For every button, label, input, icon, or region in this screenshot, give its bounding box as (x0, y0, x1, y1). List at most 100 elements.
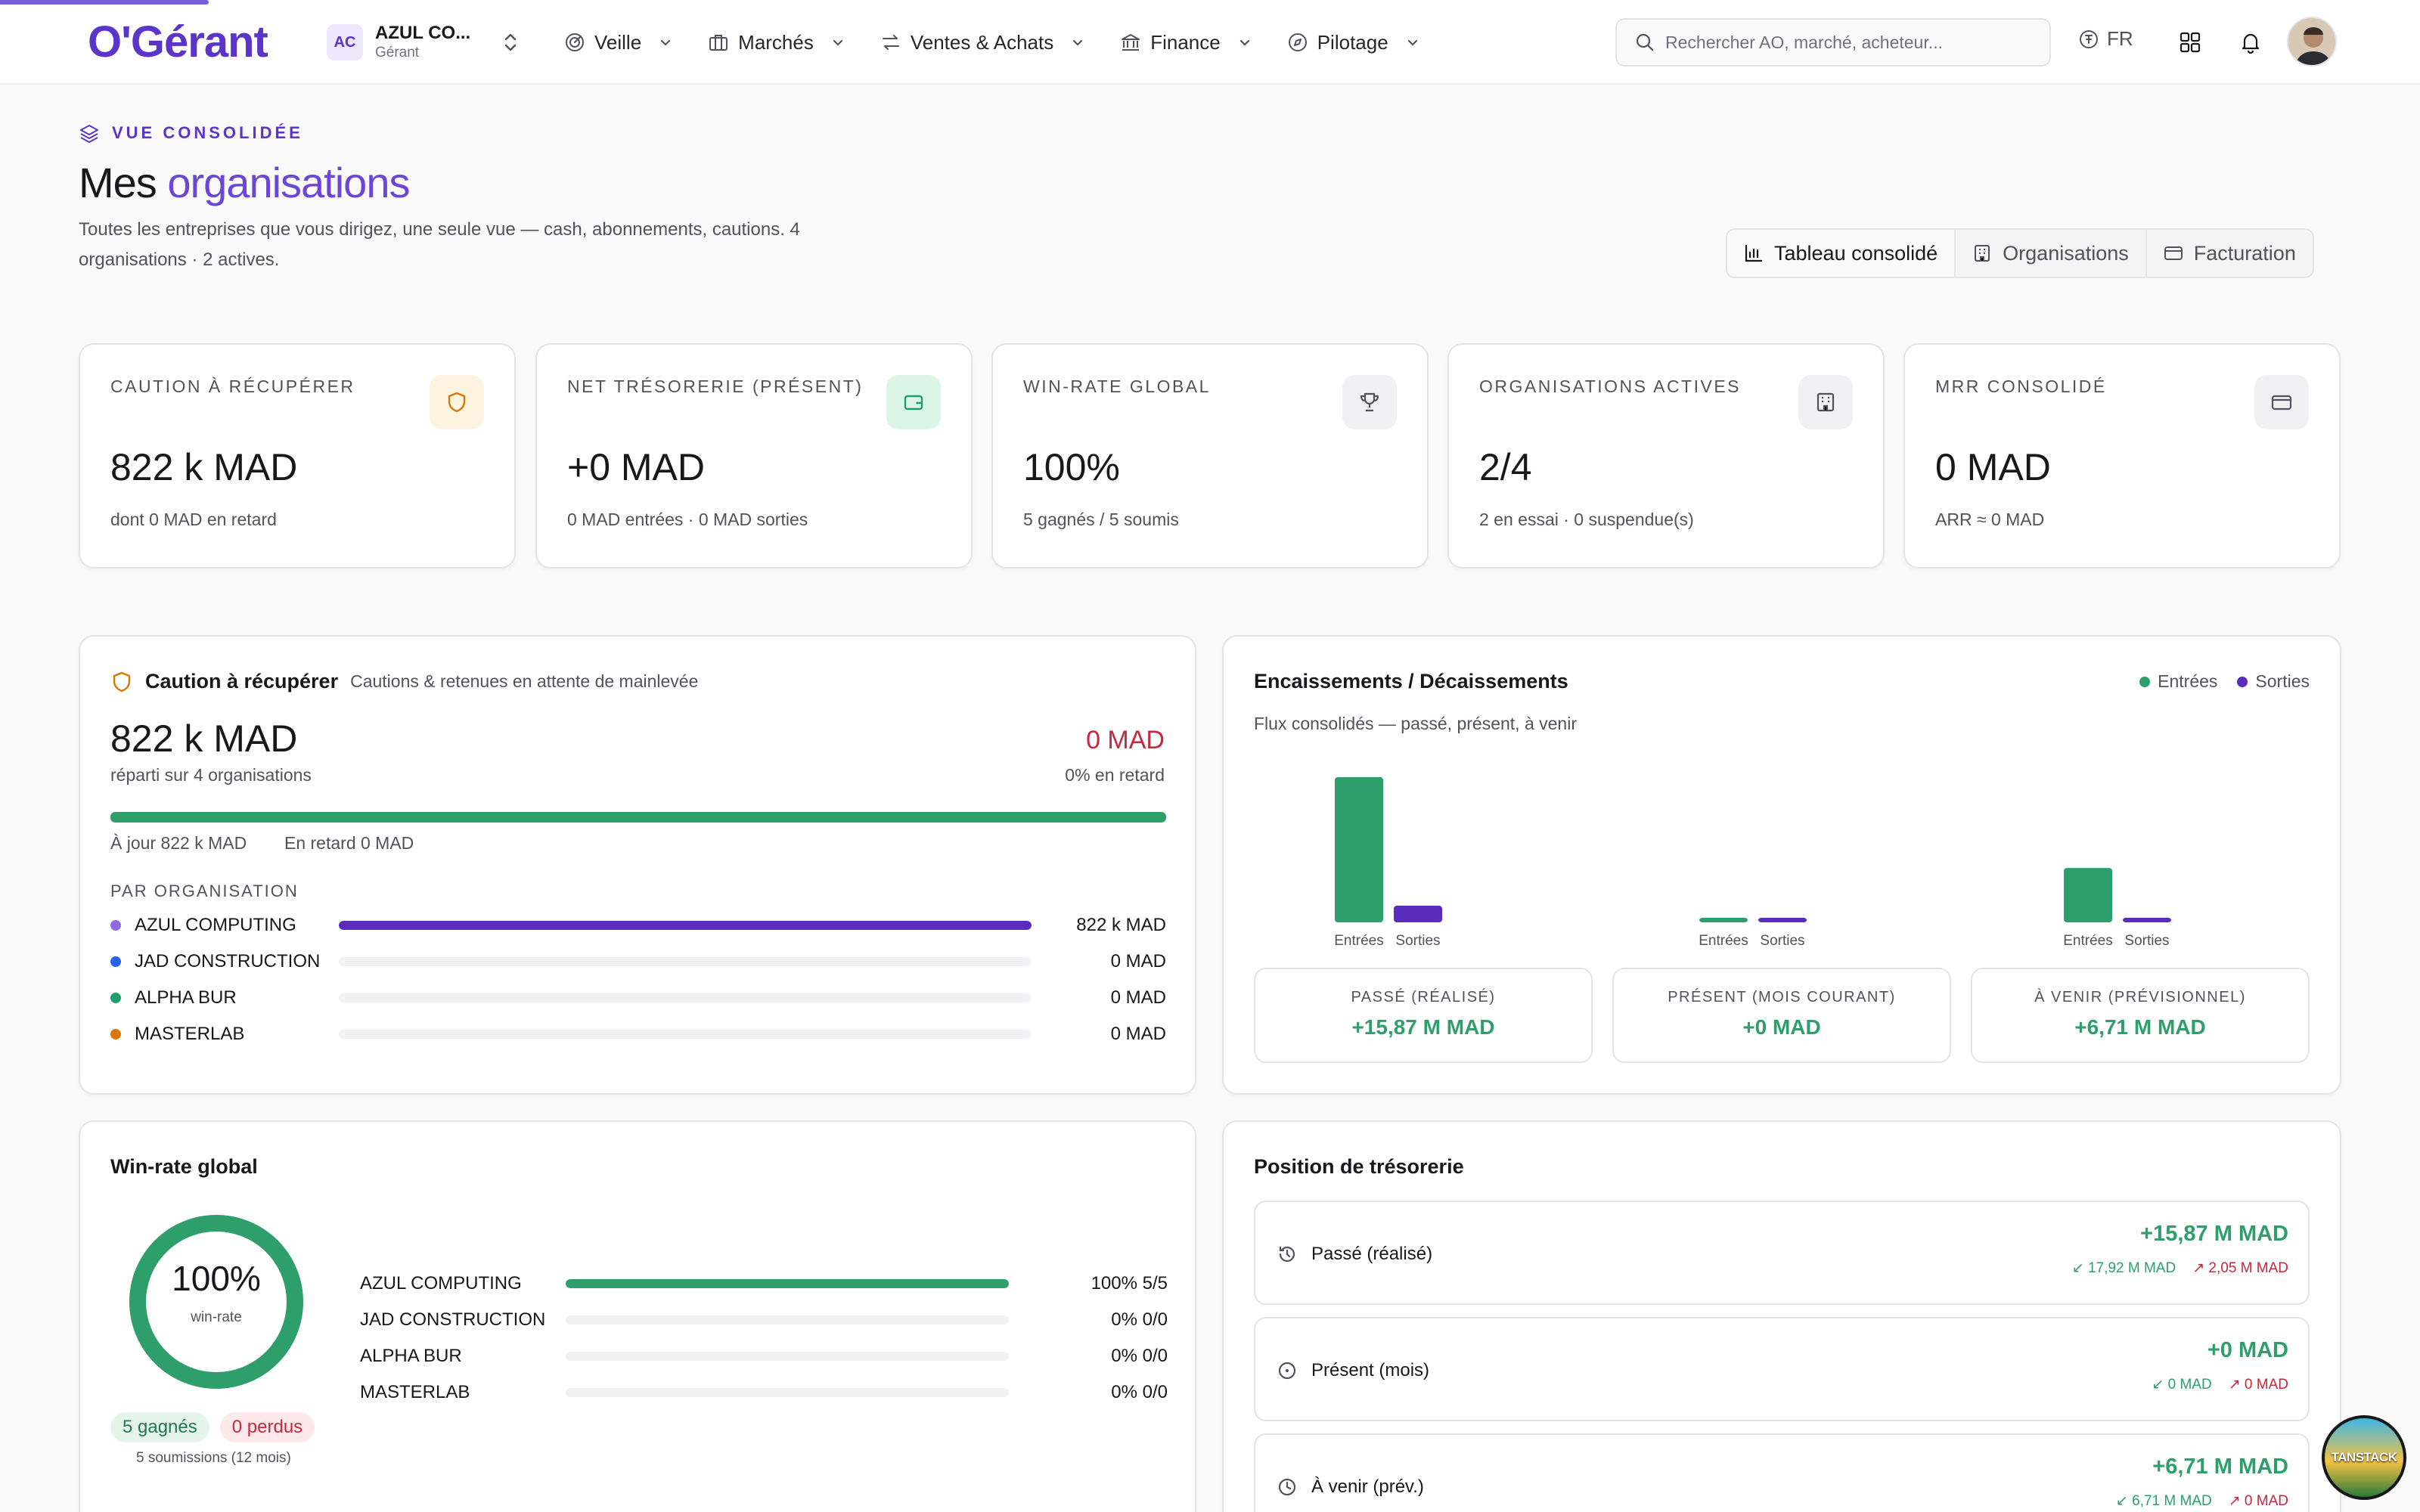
briefcase-icon (709, 35, 728, 51)
credit-card-icon (2164, 246, 2183, 260)
nav-ventes-achats[interactable]: Ventes & Achats (880, 31, 1085, 54)
table-row: MASTERLAB 0% 0/0 (360, 1382, 1168, 1403)
treasury-in: ↙ 6,71 M MAD (2116, 1492, 2212, 1510)
arrow-down-left-icon: ↙ (2071, 1260, 2089, 1276)
treasury-row-present[interactable]: Présent (mois) +0 MAD ↙ 0 MAD ↗ 0 MAD (1254, 1317, 2310, 1421)
treasury-out-value: 0 MAD (2244, 1377, 2288, 1393)
caution-panel: Caution à récupérer Cautions & retenues … (79, 635, 1196, 1095)
kpi-sub: 0 MAD entrées · 0 MAD sorties (567, 510, 808, 529)
org-avatar: AC (327, 24, 363, 60)
bar-entrees-3[interactable] (2064, 868, 2112, 922)
kpi-card-net-tresorerie[interactable]: NET TRÉSORERIE (PRÉSENT) +0 MAD 0 MAD en… (535, 343, 973, 569)
kpi-card-mrr[interactable]: MRR CONSOLIDÉ 0 MAD ARR ≈ 0 MAD (1903, 343, 2341, 569)
grid-icon (2180, 32, 2201, 53)
treasury-row-breakdown: ↙ 0 MAD ↗ 0 MAD (2152, 1376, 2288, 1393)
lost-pill: 0 perdus (219, 1412, 315, 1442)
app-logo[interactable]: O'Gérant (88, 17, 268, 67)
org-role: Gérant (375, 45, 420, 60)
treasury-in-value: 0 MAD (2167, 1377, 2212, 1393)
treasury-out: ↗ 2,05 M MAD (2192, 1259, 2288, 1277)
flow-box-value: +6,71 M MAD (2074, 1015, 2206, 1039)
building-icon (1975, 245, 1990, 262)
tab-facturation[interactable]: Facturation (2145, 230, 2313, 277)
org-value: 0% 0/0 (1111, 1382, 1168, 1402)
bar-entrees-1[interactable] (1335, 777, 1383, 922)
kpi-card-caution[interactable]: CAUTION À RÉCUPÉRER 822 k MAD dont 0 MAD… (79, 343, 516, 569)
x-tick-label: Sorties (2124, 933, 2169, 949)
org-bar (566, 1315, 1009, 1325)
tanstack-devtools-badge[interactable]: TANSTACK (2322, 1415, 2406, 1500)
kpi-card-organisations-actives[interactable]: ORGANISATIONS ACTIVES 2/4 2 en essai · 0… (1447, 343, 1885, 569)
kpi-label: WIN-RATE GLOBAL (1023, 376, 1211, 396)
org-switcher[interactable]: AC AZUL CO... Gérant (327, 21, 520, 64)
org-name: MASTERLAB (360, 1382, 470, 1402)
kpi-value: 100% (1023, 446, 1120, 488)
list-item: AZUL COMPUTING 822 k MAD (110, 915, 1166, 936)
flows-chart: Entrées Sorties Entrées Sorties Entrées Sorti… (1334, 777, 2171, 949)
treasury-row-passe[interactable]: Passé (réalisé) +15,87 M MAD ↙ 17,92 M M… (1254, 1201, 2310, 1305)
x-tick-label: Entrées (2063, 933, 2112, 949)
winrate-donut (129, 1215, 303, 1389)
kpi-icon-box (1798, 375, 1853, 429)
arrow-up-right-icon: ↗ (2228, 1493, 2245, 1509)
treasury-out: ↗ 0 MAD (2229, 1376, 2288, 1393)
treasury-row-a-venir[interactable]: À venir (prév.) +6,71 M MAD ↙ 6,71 M MAD… (1254, 1433, 2310, 1512)
arrow-up-right-icon: ↗ (2192, 1260, 2209, 1276)
bar-entrees-2[interactable] (1699, 918, 1748, 922)
bar-sorties-2[interactable] (1758, 918, 1807, 922)
treasury-row-label: À venir (prév.) (1277, 1435, 1424, 1512)
org-bar-fill (566, 1279, 1009, 1288)
list-item: ALPHA BUR 0 MAD (110, 987, 1166, 1009)
donut-arc (129, 1215, 303, 1389)
flow-box-present: PRÉSENT (MOIS COURANT) +0 MAD (1612, 968, 1951, 1063)
winrate-pills: 5 gagnés 0 perdus (110, 1412, 315, 1442)
nav-ventes-achats-label: Ventes & Achats (910, 30, 1054, 54)
search-box (1615, 18, 2051, 67)
kpi-card-win-rate[interactable]: WIN-RATE GLOBAL 100% 5 gagnés / 5 soumis (991, 343, 1429, 569)
nav-marches[interactable]: Marchés (708, 31, 845, 54)
page-eyebrow-label: VUE CONSOLIDÉE (112, 123, 303, 142)
legend-sorties: Sorties (2237, 671, 2310, 692)
tab-tableau-consolide[interactable]: Tableau consolidé (1727, 230, 1955, 277)
chevron-down-icon (661, 39, 671, 46)
view-tabs: Tableau consolidé Organisations Facturat… (1726, 228, 2314, 278)
flow-box-label: À VENIR (PRÉVISIONNEL) (2034, 989, 2246, 1005)
bell-icon (2242, 33, 2260, 54)
bar-sorties-3[interactable] (2123, 918, 2171, 922)
kpi-sub: ARR ≈ 0 MAD (1935, 510, 2045, 529)
notifications-button[interactable] (2235, 27, 2266, 57)
search-input[interactable] (1665, 32, 2028, 53)
language-switcher[interactable]: FR (2078, 27, 2133, 51)
bar-chart-icon (1745, 244, 1763, 262)
nav-finance[interactable]: Finance (1120, 31, 1252, 54)
bar-sorties-1[interactable] (1394, 906, 1442, 922)
loading-progress-strip (0, 0, 209, 5)
flows-title: Encaissements / Décaissements (1254, 670, 1568, 692)
nav-veille-label: Veille (594, 30, 642, 54)
layers-icon (80, 125, 98, 143)
kpi-value: +0 MAD (567, 446, 706, 488)
trophy-icon (1360, 392, 1379, 412)
tab-organisations-label: Organisations (2003, 241, 2129, 265)
caution-late-sub: 0% en retard (1065, 765, 1165, 785)
treasury-row-breakdown: ↙ 6,71 M MAD ↗ 0 MAD (2116, 1492, 2288, 1510)
treasury-panel: Position de trésorerie Passé (réalisé) +… (1222, 1120, 2341, 1512)
flow-box-a-venir: À VENIR (PRÉVISIONNEL) +6,71 M MAD (1971, 968, 2310, 1063)
winrate-value-label: win-rate (191, 1309, 242, 1325)
search-icon (1636, 33, 1654, 51)
user-avatar[interactable] (2287, 17, 2337, 67)
org-name: AZUL COMPUTING (360, 1273, 522, 1294)
org-color-dot (110, 920, 121, 931)
list-item: JAD CONSTRUCTION 0 MAD (110, 951, 1166, 972)
nav-pilotage-label: Pilotage (1317, 30, 1388, 54)
treasury-row-label: Présent (mois) (1277, 1318, 1429, 1423)
page-title-main: Mes (79, 159, 157, 206)
treasury-in: ↙ 17,92 M MAD (2072, 1259, 2176, 1277)
apps-grid-button[interactable] (2175, 27, 2205, 57)
nav-veille[interactable]: Veille (564, 31, 673, 54)
tab-organisations[interactable]: Organisations (1954, 230, 2145, 277)
org-value: 0 MAD (1110, 951, 1166, 971)
nav-pilotage[interactable]: Pilotage (1287, 31, 1420, 54)
kpi-label: CAUTION À RÉCUPÉRER (110, 376, 355, 396)
flows-legend: Entrées Sorties (2139, 671, 2310, 692)
